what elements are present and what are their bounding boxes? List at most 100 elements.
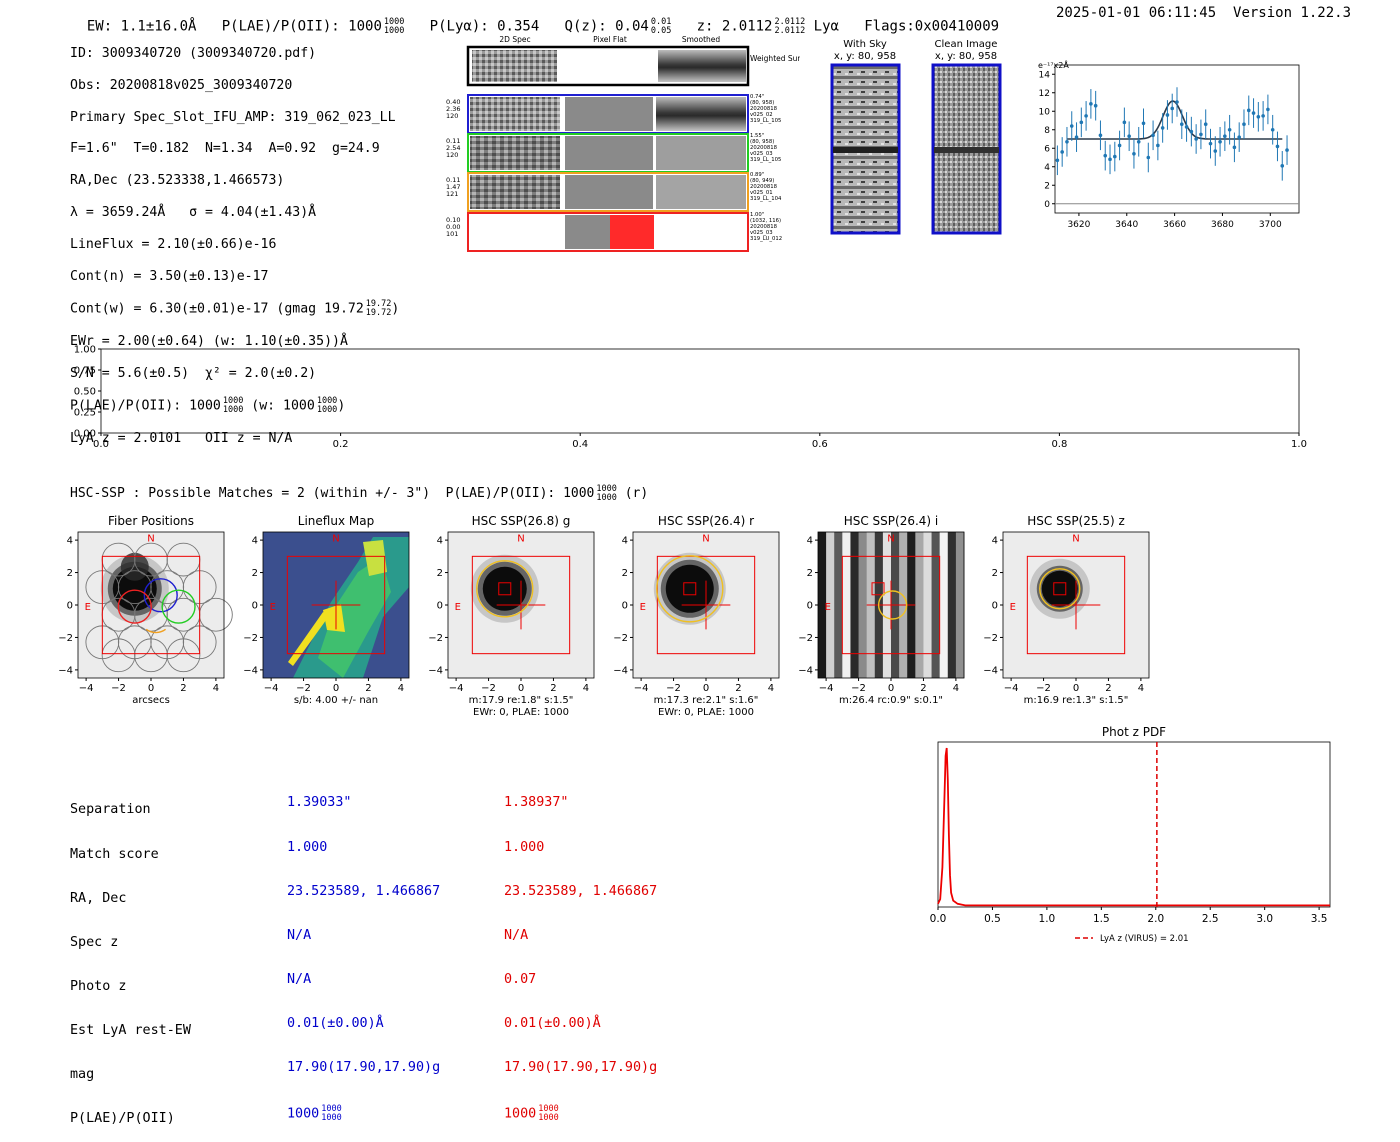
thumb-xtick-label: 0 [518,683,524,694]
fit-data-point [1084,114,1088,118]
fit-data-point [1065,139,1069,144]
match-blue-value: 0.01(±0.00)Å [287,1015,384,1031]
weighted-sum-smoothed [658,50,746,82]
thumb-xtick-label: 4 [1138,683,1144,694]
photz-xtick-label: 3.5 [1311,913,1328,925]
thumbnail-caption: m:16.9 re:1.3" s:1.5" [1024,695,1129,706]
header-timestamp: 2025-01-01 06:11:45 Version 1.22.3 [1056,5,1351,21]
match-red-value: 0.07 [504,971,537,987]
match-box [498,582,512,596]
photz-xtick-label: 1.5 [1093,913,1110,925]
match-blue-value: 17.90(17.90,17.90)g [287,1060,441,1076]
thumb-ytick-label: 2 [807,568,813,579]
info-lineflux: LineFlux = 2.10(±0.66)e-16 [70,236,277,252]
match-ellipse [1039,568,1081,610]
fit-xtick-label: 3640 [1115,220,1138,230]
thumb-xtick-label: 4 [953,683,959,694]
match-blue-value: N/A [287,927,312,943]
photz-xtick-label: 3.0 [1256,913,1273,925]
thumbnail-title: Lineflux Map [298,514,374,528]
thumb-xtick-label: −4 [819,683,834,694]
fit-data-point [1242,122,1246,126]
thumbnail-title: Fiber Positions [108,514,194,528]
info-plae: P(LAE)/P(OII): 1000 1000 1000 (w: 1000 1000… [70,396,346,415]
line-fit-plot: 0 2 4 6 8 10 12 14 3620 3640 3660 3680 3700 e⁻¹⁷x2Å [1038,59,1300,230]
empty-ytick-label: 1.00 [74,345,96,356]
cutout-stripe [931,532,941,678]
fit-data-point [1055,158,1060,163]
fiber-circle [166,638,201,673]
thumb-xtick-label: 2 [550,683,556,694]
thumb-xtick-label: −4 [634,683,649,694]
fit-xtick-label: 3620 [1067,220,1090,230]
match-label: Spec z [70,934,119,950]
cutout-stripe [858,532,868,678]
fit-data-point [1256,115,1261,119]
fit-data-point [1103,153,1108,158]
thumbnail-caption: EWr: 0, PLAE: 1000 [473,707,569,718]
fit-data-point [1089,102,1093,106]
aperture-box [471,555,571,655]
thumb-ytick-label: 0 [807,601,813,612]
thumb-ytick-label: 4 [252,536,258,547]
header-flags: Flags:0x00410009 [864,18,1000,35]
lineflux-map-region [318,557,391,678]
thumb-ytick-label: 4 [67,536,73,547]
thumb-ytick-label: 4 [622,536,628,547]
empty-ytick-label: 0.25 [74,408,96,419]
thumb-xtick-label: 2 [365,683,371,694]
cutout-stripe [915,532,924,678]
north-label: N [1072,534,1079,545]
photz-xtick-label: 2.0 [1147,913,1164,925]
fit-xtick-label: 3680 [1211,220,1234,230]
fit-ytick-label: 0 [1044,200,1050,210]
fit-ytick-label: 10 [1039,107,1051,117]
photz-pdf-plot: Phot z PDF 0.0 0.5 1.0 1.5 2.0 2.5 3.0 3.5 LyA z… [930,725,1331,944]
photz-title: Phot z PDF [1102,725,1166,739]
thumbnail-title: HSC SSP(26.8) g [472,514,571,528]
thumb-xtick-label: −4 [1004,683,1019,694]
fit-data-point [1151,133,1155,138]
cutout-stripe [818,532,827,678]
photz-legend-label: LyA z (VIRUS) = 2.01 [1100,934,1189,944]
match-table-blue: 1.39033" 1.000 23.523589, 1.466867 N/A N… [287,767,440,1137]
info-lyaz: LyA z = 2.0101 OII z = N/A [70,430,293,446]
header-version: Version 1.22.3 [1233,5,1352,21]
info-contw: Cont(w) = 6.30(±0.01)e-17 (gmag 19.72 19.… [70,299,400,318]
fit-data-point [1160,126,1165,130]
empty-xtick-label: 0.2 [333,439,349,450]
east-label: E [85,602,91,613]
thumb-ytick-label: −4 [428,665,443,676]
fit-ytick-label: 14 [1039,70,1051,80]
fit-data-point [1156,143,1160,148]
header-qz-frac: 0.01 0.05 [650,17,672,36]
fit-data-point [1175,100,1179,104]
header-z: z: 2.0112 [696,18,773,35]
thumb-ytick-label: −4 [798,665,813,676]
fit-data-point [1093,103,1098,108]
spec-col-title: Smoothed [682,35,721,44]
thumbnail-caption: m:17.9 re:1.8" s:1.5" [469,695,574,706]
thumb-xtick-label: 0 [1073,683,1079,694]
match-red-value: 23.523589, 1.466867 [504,883,658,899]
fit-ytick-label: 12 [1039,89,1050,99]
fit-data-point [1079,120,1084,125]
clean-xy: x, y: 80, 958 [935,51,997,62]
east-label: E [640,602,646,613]
fit-data-point [1117,143,1122,148]
spec-row-left-1: 0.11 2.54 120 [446,137,461,159]
fit-data-point [1251,111,1256,115]
match-table-red: 1.38937" 1.000 23.523589, 1.466867 N/A 0… [504,767,657,1137]
fit-data-point [1199,132,1203,137]
thumb-ytick-label: 4 [807,536,813,547]
thumb-ytick-label: −4 [243,665,258,676]
header-z-line: Lyα [813,18,839,35]
fit-data-point [1208,141,1213,146]
thumb-xtick-label: 4 [213,683,219,694]
thumbnail-panel: Fiber Positions N E −4 −4 −2 −2 0 0 2 2 4 4 arcsecs [58,514,233,706]
fit-data-point [1285,148,1289,152]
match-blue-value: N/A [287,971,312,987]
lineflux-map-streak [288,612,329,666]
fit-ytick-label: 8 [1044,126,1050,136]
aperture-box [101,555,201,655]
